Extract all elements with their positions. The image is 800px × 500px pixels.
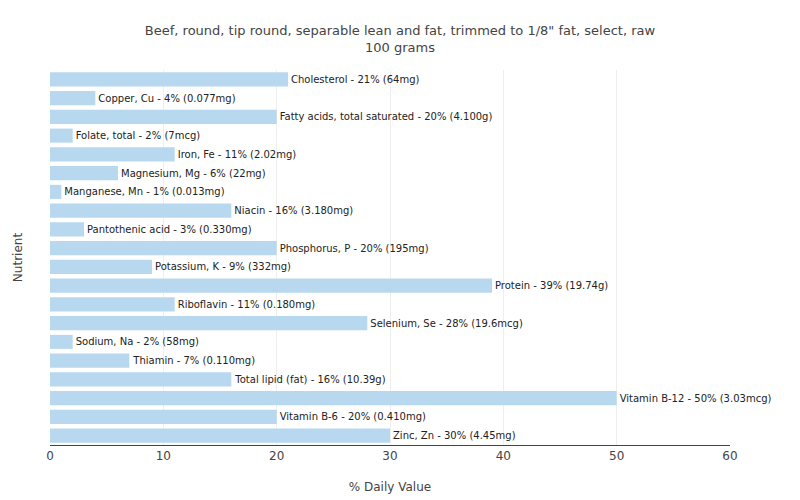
svg-text:60: 60	[722, 449, 737, 463]
svg-text:Zinc, Zn - 30% (4.45mg): Zinc, Zn - 30% (4.45mg)	[393, 430, 516, 441]
svg-text:Sodium, Na - 2% (58mg): Sodium, Na - 2% (58mg)	[76, 336, 199, 347]
svg-text:40: 40	[496, 449, 511, 463]
svg-text:% Daily Value: % Daily Value	[349, 480, 431, 494]
svg-text:Fatty acids, total saturated -: Fatty acids, total saturated - 20% (4.10…	[280, 111, 493, 122]
svg-text:Vitamin B-12 - 50% (3.03mcg): Vitamin B-12 - 50% (3.03mcg)	[620, 393, 772, 404]
svg-text:Protein - 39% (19.74g): Protein - 39% (19.74g)	[495, 280, 608, 291]
svg-text:20: 20	[269, 449, 284, 463]
svg-text:50: 50	[609, 449, 624, 463]
svg-text:Copper, Cu - 4% (0.077mg): Copper, Cu - 4% (0.077mg)	[98, 93, 235, 104]
svg-text:0: 0	[46, 449, 54, 463]
svg-text:Vitamin B-6 - 20% (0.410mg): Vitamin B-6 - 20% (0.410mg)	[280, 411, 426, 422]
svg-text:Beef, round, tip round, separa: Beef, round, tip round, separable lean a…	[145, 23, 656, 55]
svg-text:Selenium, Se - 28% (19.6mcg): Selenium, Se - 28% (19.6mcg)	[370, 318, 523, 329]
svg-text:Phosphorus, P - 20% (195mg): Phosphorus, P - 20% (195mg)	[280, 243, 429, 254]
svg-text:Riboflavin - 11% (0.180mg): Riboflavin - 11% (0.180mg)	[178, 299, 316, 310]
svg-text:Thiamin - 7% (0.110mg): Thiamin - 7% (0.110mg)	[132, 355, 255, 366]
svg-text:30: 30	[382, 449, 397, 463]
svg-text:Total lipid (fat) - 16% (10.39: Total lipid (fat) - 16% (10.39g)	[234, 374, 385, 385]
svg-text:Potassium, K - 9% (332mg): Potassium, K - 9% (332mg)	[155, 261, 291, 272]
svg-text:10: 10	[156, 449, 171, 463]
svg-text:Nutrient: Nutrient	[11, 233, 25, 283]
svg-text:Magnesium, Mg - 6% (22mg): Magnesium, Mg - 6% (22mg)	[121, 168, 266, 179]
svg-text:Manganese, Mn - 1% (0.013mg): Manganese, Mn - 1% (0.013mg)	[64, 186, 224, 197]
svg-text:Folate, total - 2% (7mcg): Folate, total - 2% (7mcg)	[76, 130, 201, 141]
svg-text:Niacin - 16% (3.180mg): Niacin - 16% (3.180mg)	[234, 205, 353, 216]
svg-text:Iron, Fe - 11% (2.02mg): Iron, Fe - 11% (2.02mg)	[178, 149, 297, 160]
svg-text:Pantothenic acid - 3% (0.330mg: Pantothenic acid - 3% (0.330mg)	[87, 224, 252, 235]
svg-text:Cholesterol - 21% (64mg): Cholesterol - 21% (64mg)	[291, 74, 420, 85]
